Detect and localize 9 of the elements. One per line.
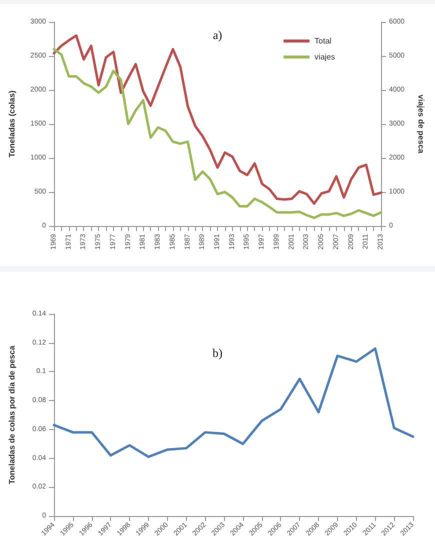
y-axis-title: Toneladas de colas por día de pesca <box>8 345 16 484</box>
legend-label: viajes <box>314 52 335 62</box>
y-axis-title: Toneladas (colas) <box>8 90 16 158</box>
y2-axis-title: viajes de pesca <box>416 94 426 154</box>
line-series <box>52 48 382 220</box>
line-series <box>52 347 414 458</box>
text: a) <box>212 28 222 42</box>
legend-label: Total <box>314 36 332 46</box>
text: b) <box>212 346 222 360</box>
